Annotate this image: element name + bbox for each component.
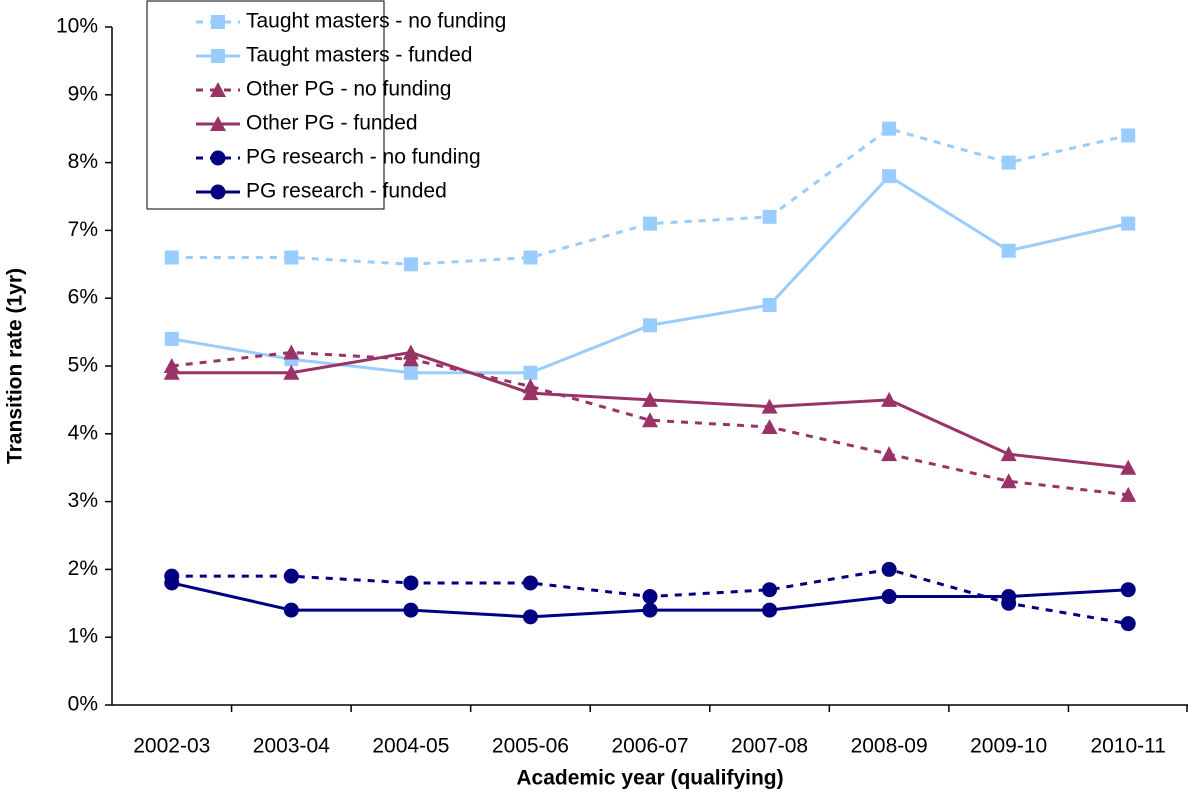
marker [642,602,658,618]
legend-label: PG research - no funding [246,146,481,169]
marker [761,419,778,435]
series-line [171,350,1129,470]
marker [1001,243,1016,258]
y-tick-label: 0% [68,693,98,716]
legend-label: Other PG - no funding [246,78,451,101]
marker [522,609,538,625]
legend-label: Other PG - funded [246,112,418,135]
y-tick-label: 7% [68,218,98,241]
legend-label: PG research - funded [246,180,447,203]
marker [1001,155,1016,170]
y-tick-label: 6% [68,286,98,309]
marker [403,575,419,591]
marker [1001,589,1017,605]
marker [164,250,179,265]
y-tick-label: 8% [68,150,98,173]
marker [762,209,777,224]
marker [283,364,300,380]
marker [211,15,225,29]
marker [210,150,226,166]
x-tick-label: 2008-09 [851,735,928,758]
x-tick-label: 2005-06 [492,735,569,758]
legend-label: Taught masters - funded [246,44,472,67]
x-tick-label: 2003-04 [253,735,330,758]
x-tick-label: 2010-11 [1090,735,1166,758]
marker [643,318,657,333]
marker [164,331,179,346]
y-tick-label: 10% [56,15,98,38]
marker [284,250,299,265]
marker [210,184,226,200]
marker [211,49,225,63]
marker [523,365,538,380]
marker [882,121,897,136]
legend-box [146,0,385,210]
marker [1000,446,1017,462]
y-tick-label: 1% [68,625,98,648]
marker [523,250,538,265]
marker [1000,473,1017,489]
x-axis-title: Academic year (qualifying) [516,767,783,790]
marker [642,412,658,428]
y-tick-label: 4% [68,421,98,444]
marker [1121,216,1136,231]
series-line [171,350,1129,497]
marker [210,82,226,97]
x-tick-label: 2004-05 [372,735,449,758]
x-tick-label: 2007-08 [731,735,808,758]
y-tick-label: 2% [68,557,98,580]
marker [881,561,897,577]
marker [1120,486,1137,502]
marker [882,169,897,184]
marker [283,344,300,360]
marker [283,568,299,584]
marker [642,391,658,407]
marker [1120,616,1136,632]
legend-label: Taught masters - no funding [246,10,506,33]
marker [403,365,418,380]
marker [761,398,778,414]
marker [163,364,180,380]
x-tick-label: 2002-03 [133,735,210,758]
marker [881,391,898,407]
marker [1120,582,1136,598]
marker [164,575,180,591]
marker [881,446,898,462]
marker [522,575,538,591]
y-axis-title: Transition rate (1yr) [4,268,27,464]
marker [522,385,539,401]
marker [643,216,657,231]
marker [881,589,897,605]
marker [762,602,778,618]
marker [1120,459,1137,475]
marker [762,582,778,598]
y-tick-label: 9% [68,82,98,105]
y-tick-label: 3% [68,489,98,512]
marker [403,257,418,272]
x-tick-label: 2009-10 [970,735,1047,758]
marker [762,297,777,312]
marker [210,116,226,131]
marker [283,602,299,618]
marker [402,344,419,360]
x-tick-label: 2006-07 [611,735,688,758]
marker [403,602,419,618]
marker [1121,128,1136,143]
y-tick-label: 5% [68,354,98,377]
marker [642,589,658,605]
series-line [171,127,1129,266]
